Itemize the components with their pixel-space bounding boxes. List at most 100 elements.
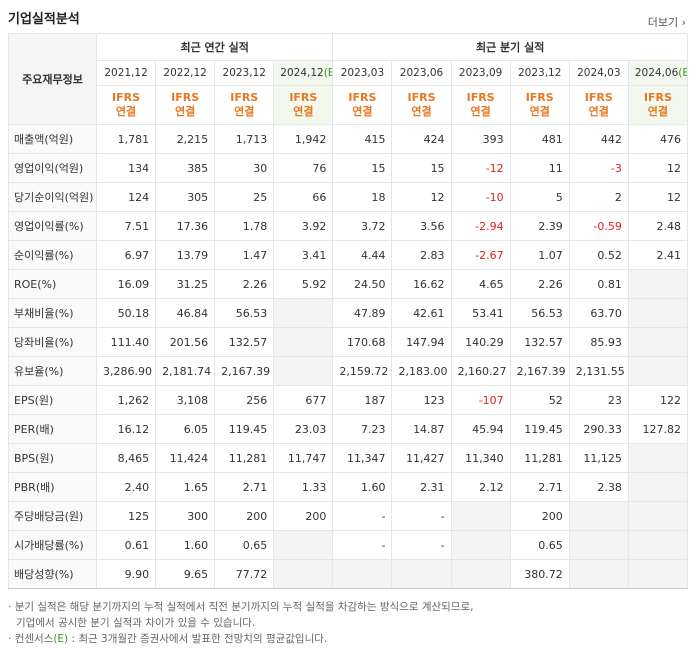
value-cell: 132.57	[509, 327, 570, 357]
financial-table: 주요재무정보 최근 연간 실적 최근 분기 실적 2021,12 2022,12 2023…	[8, 33, 689, 589]
value-cell: 3.56	[391, 211, 452, 241]
empty-cell	[627, 298, 689, 328]
value-cell: 134	[95, 153, 157, 183]
value-cell: 53.41	[450, 298, 511, 328]
value-cell: 2,131.55	[568, 356, 629, 386]
period-header: 2023,03	[332, 60, 393, 86]
footnote: 분기 실적은 해당 분기까지의 누적 실적에서 직전 분기까지의 누적 실적을 …	[8, 599, 474, 615]
value-cell: -	[391, 530, 452, 560]
value-cell: 1.07	[509, 240, 570, 270]
value-cell: -	[391, 501, 452, 531]
row-label: 배당성향(%)	[8, 559, 97, 589]
value-cell: 147.94	[391, 327, 452, 357]
empty-cell	[273, 298, 334, 328]
basis: IFRS	[407, 91, 436, 104]
value-cell: 2,215	[155, 124, 216, 154]
value-cell: 119.45	[509, 414, 570, 444]
value-cell: 25	[214, 182, 275, 212]
value-cell: 300	[155, 501, 216, 531]
period-date: 2022,12	[163, 67, 207, 79]
value-cell: 200	[509, 501, 570, 531]
value-cell: 122	[627, 385, 689, 415]
estimate-mark: (E)	[678, 67, 686, 79]
row-label: 유보율(%)	[8, 356, 97, 386]
data-row: ROE(%) 16.09 31.25 2.26 5.92 24.50 16.62 4.65 2.…	[8, 269, 689, 299]
row-label: 순이익률(%)	[8, 240, 97, 270]
value-cell: 1.33	[273, 472, 334, 502]
period-header: 2023,09	[450, 60, 511, 86]
row-label: BPS(원)	[8, 443, 97, 473]
value-cell: 170.68	[332, 327, 393, 357]
value-cell: -10	[450, 182, 511, 212]
value-cell: 77.72	[214, 559, 275, 589]
scope: 연결	[175, 105, 196, 118]
value-cell: 2,181.74	[155, 356, 216, 386]
value-cell: 140.29	[450, 327, 511, 357]
period-date: 2023,12	[222, 67, 266, 79]
value-cell: 1,942	[273, 124, 334, 154]
more-link[interactable]: 더보기	[648, 14, 686, 30]
value-cell: 4.44	[332, 240, 393, 270]
period-date: 2023,03	[340, 67, 385, 79]
period-date: 2023,09	[458, 67, 503, 79]
scope: 연결	[529, 105, 550, 118]
basis: IFRS	[643, 91, 672, 104]
period-header: 2024,06(E)	[627, 60, 689, 86]
value-cell: 0.65	[509, 530, 570, 560]
data-row: 배당성향(%) 9.90 9.65 77.72 380.72	[8, 559, 689, 589]
basis: IFRS	[171, 91, 200, 104]
value-cell: 3,286.90	[95, 356, 157, 386]
value-cell: 46.84	[155, 298, 216, 328]
value-cell: 6.97	[95, 240, 157, 270]
value-cell: 125	[95, 501, 157, 531]
value-cell: 11,347	[332, 443, 393, 473]
period-date: 2021,12	[104, 67, 148, 79]
data-row: 시가배당률(%) 0.61 1.60 0.65- -0.65	[8, 530, 689, 560]
data-row: PBR(배) 2.40 1.65 2.71 1.33 1.60 2.31 2.12 2.71 2.…	[8, 472, 689, 502]
value-cell: 11	[509, 153, 570, 183]
period-date: 2023,12	[517, 67, 562, 79]
data-row: 주당배당금(원) 125 300 200 200- -200	[8, 501, 689, 531]
estimate-mark: (E)	[323, 67, 332, 79]
row-label: PBR(배)	[8, 472, 97, 502]
value-cell: 0.52	[568, 240, 629, 270]
data-row: 당좌비율(%) 111.40 201.56 132.57 170.68 147.94 140…	[8, 327, 689, 357]
scope: 연결	[411, 105, 432, 118]
value-cell: 393	[450, 124, 511, 154]
value-cell: 12	[627, 153, 689, 183]
basis: IFRS	[289, 91, 318, 104]
value-cell: 2.40	[95, 472, 157, 502]
footnote: 컨센서스(E) : 최근 3개월간 증권사에서 발표한 전망치의 평균값입니다.	[8, 631, 473, 647]
value-cell: 52	[509, 385, 570, 415]
value-cell: 201.56	[155, 327, 216, 357]
footnotes: 분기 실적은 해당 분기까지의 누적 실적에서 직전 분기까지의 누적 실적을 …	[8, 599, 474, 647]
value-cell: 14.87	[391, 414, 452, 444]
value-cell: 5	[509, 182, 570, 212]
value-cell: 127.82	[627, 414, 689, 444]
value-cell: 290.33	[568, 414, 629, 444]
period-date: 2024,03	[577, 67, 621, 79]
value-cell: 7.51	[95, 211, 157, 241]
value-cell: 23.03	[273, 414, 334, 444]
corner-header: 주요재무정보	[8, 33, 97, 125]
data-row: 순이익률(%) 6.97 13.79 1.47 3.41 4.44 2.83 -2.67 1.0…	[8, 240, 689, 270]
value-cell: 124	[95, 182, 157, 212]
empty-cell	[627, 501, 689, 531]
value-cell: 2,167.39	[214, 356, 275, 386]
note-text: : 최근 3개월간 증권사에서 발표한 전망치의 평균값입니다.	[68, 633, 328, 645]
value-cell: 5.92	[273, 269, 334, 299]
value-cell: 2.31	[391, 472, 452, 502]
value-cell: 385	[155, 153, 216, 183]
value-cell: 17.36	[155, 211, 216, 241]
basis: IFRS	[525, 91, 554, 104]
row-label: 영업이익률(%)	[8, 211, 97, 241]
value-cell: 2.26	[509, 269, 570, 299]
period-header: 2023,12	[214, 60, 275, 86]
value-cell: 1,262	[95, 385, 157, 415]
value-cell: 2,183.00	[391, 356, 452, 386]
value-cell: 3.92	[273, 211, 334, 241]
empty-cell	[627, 443, 689, 473]
value-cell: 481	[509, 124, 570, 154]
value-cell: 424	[391, 124, 452, 154]
